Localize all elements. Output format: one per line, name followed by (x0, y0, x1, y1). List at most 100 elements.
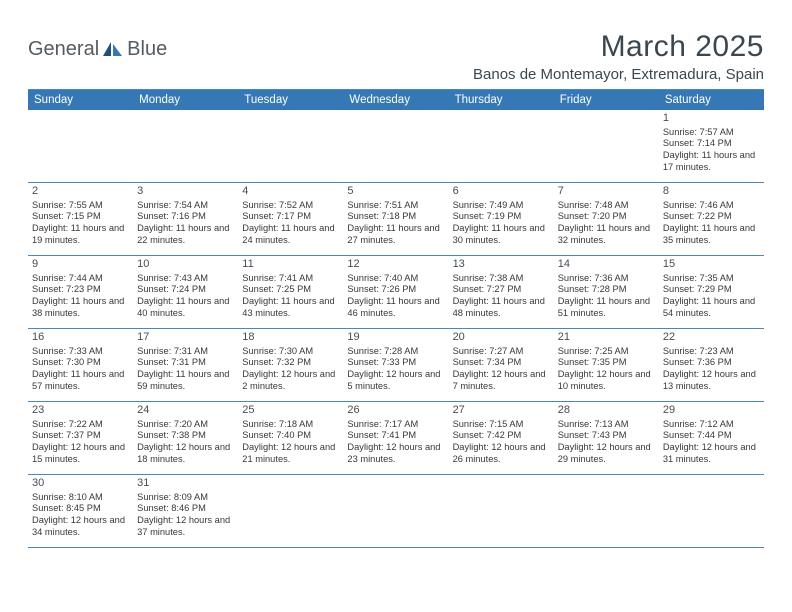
sunrise-text: Sunrise: 8:09 AM (137, 492, 234, 504)
day-number: 7 (558, 185, 655, 199)
daylight-text: Daylight: 11 hours and 59 minutes. (137, 369, 234, 392)
day-number: 27 (453, 404, 550, 418)
sunset-text: Sunset: 7:29 PM (663, 284, 760, 296)
sunset-text: Sunset: 7:20 PM (558, 211, 655, 223)
week-row: 1Sunrise: 7:57 AMSunset: 7:14 PMDaylight… (28, 110, 764, 183)
day-number: 17 (137, 331, 234, 345)
sunrise-text: Sunrise: 7:46 AM (663, 200, 760, 212)
sunset-text: Sunset: 7:42 PM (453, 430, 550, 442)
sunset-text: Sunset: 7:22 PM (663, 211, 760, 223)
daylight-text: Daylight: 12 hours and 29 minutes. (558, 442, 655, 465)
daylight-text: Daylight: 12 hours and 23 minutes. (347, 442, 444, 465)
sunset-text: Sunset: 7:38 PM (137, 430, 234, 442)
daylight-text: Daylight: 11 hours and 57 minutes. (32, 369, 129, 392)
day-number: 20 (453, 331, 550, 345)
day-cell: 14Sunrise: 7:36 AMSunset: 7:28 PMDayligh… (554, 256, 659, 328)
day-number: 6 (453, 185, 550, 199)
empty-day-cell (28, 110, 133, 182)
daylight-text: Daylight: 11 hours and 35 minutes. (663, 223, 760, 246)
daylight-text: Daylight: 11 hours and 32 minutes. (558, 223, 655, 246)
day-cell: 2Sunrise: 7:55 AMSunset: 7:15 PMDaylight… (28, 183, 133, 255)
month-title: March 2025 (473, 30, 764, 64)
sunrise-text: Sunrise: 7:18 AM (242, 419, 339, 431)
day-number: 11 (242, 258, 339, 272)
day-cell: 15Sunrise: 7:35 AMSunset: 7:29 PMDayligh… (659, 256, 764, 328)
week-row: 2Sunrise: 7:55 AMSunset: 7:15 PMDaylight… (28, 183, 764, 256)
sunrise-text: Sunrise: 7:30 AM (242, 346, 339, 358)
sunrise-text: Sunrise: 7:54 AM (137, 200, 234, 212)
daylight-text: Daylight: 12 hours and 2 minutes. (242, 369, 339, 392)
day-cell: 30Sunrise: 8:10 AMSunset: 8:45 PMDayligh… (28, 475, 133, 547)
sunrise-text: Sunrise: 7:23 AM (663, 346, 760, 358)
daylight-text: Daylight: 11 hours and 54 minutes. (663, 296, 760, 319)
sunrise-text: Sunrise: 7:55 AM (32, 200, 129, 212)
sunrise-text: Sunrise: 7:20 AM (137, 419, 234, 431)
day-cell: 10Sunrise: 7:43 AMSunset: 7:24 PMDayligh… (133, 256, 238, 328)
daylight-text: Daylight: 12 hours and 15 minutes. (32, 442, 129, 465)
day-cell: 5Sunrise: 7:51 AMSunset: 7:18 PMDaylight… (343, 183, 448, 255)
day-number: 28 (558, 404, 655, 418)
daylight-text: Daylight: 11 hours and 19 minutes. (32, 223, 129, 246)
sunrise-text: Sunrise: 7:33 AM (32, 346, 129, 358)
sunset-text: Sunset: 7:27 PM (453, 284, 550, 296)
daylight-text: Daylight: 12 hours and 21 minutes. (242, 442, 339, 465)
daylight-text: Daylight: 12 hours and 37 minutes. (137, 515, 234, 538)
sunrise-text: Sunrise: 7:36 AM (558, 273, 655, 285)
sunrise-text: Sunrise: 8:10 AM (32, 492, 129, 504)
sunset-text: Sunset: 7:40 PM (242, 430, 339, 442)
day-number: 21 (558, 331, 655, 345)
sail-icon (102, 41, 124, 59)
daylight-text: Daylight: 11 hours and 38 minutes. (32, 296, 129, 319)
sunset-text: Sunset: 7:37 PM (32, 430, 129, 442)
brand-name-part1: General (28, 38, 99, 61)
empty-day-cell (449, 110, 554, 182)
title-block: March 2025 Banos de Montemayor, Extremad… (473, 30, 764, 83)
sunset-text: Sunset: 7:36 PM (663, 357, 760, 369)
day-cell: 18Sunrise: 7:30 AMSunset: 7:32 PMDayligh… (238, 329, 343, 401)
daylight-text: Daylight: 11 hours and 40 minutes. (137, 296, 234, 319)
day-number: 8 (663, 185, 760, 199)
day-number: 10 (137, 258, 234, 272)
sunrise-text: Sunrise: 7:28 AM (347, 346, 444, 358)
week-row: 16Sunrise: 7:33 AMSunset: 7:30 PMDayligh… (28, 329, 764, 402)
sunrise-text: Sunrise: 7:25 AM (558, 346, 655, 358)
day-number: 16 (32, 331, 129, 345)
sunset-text: Sunset: 7:24 PM (137, 284, 234, 296)
day-number: 23 (32, 404, 129, 418)
day-number: 2 (32, 185, 129, 199)
empty-day-cell (343, 110, 448, 182)
day-cell: 31Sunrise: 8:09 AMSunset: 8:46 PMDayligh… (133, 475, 238, 547)
day-number: 9 (32, 258, 129, 272)
day-number: 12 (347, 258, 444, 272)
sunset-text: Sunset: 7:31 PM (137, 357, 234, 369)
day-cell: 3Sunrise: 7:54 AMSunset: 7:16 PMDaylight… (133, 183, 238, 255)
day-number: 26 (347, 404, 444, 418)
day-of-week-header-row: SundayMondayTuesdayWednesdayThursdayFrid… (28, 90, 764, 110)
day-cell: 21Sunrise: 7:25 AMSunset: 7:35 PMDayligh… (554, 329, 659, 401)
daylight-text: Daylight: 11 hours and 22 minutes. (137, 223, 234, 246)
day-cell: 16Sunrise: 7:33 AMSunset: 7:30 PMDayligh… (28, 329, 133, 401)
day-cell: 22Sunrise: 7:23 AMSunset: 7:36 PMDayligh… (659, 329, 764, 401)
dow-header-cell: Thursday (449, 90, 554, 110)
empty-day-cell (554, 475, 659, 547)
sunset-text: Sunset: 8:46 PM (137, 503, 234, 515)
sunrise-text: Sunrise: 7:43 AM (137, 273, 234, 285)
day-number: 29 (663, 404, 760, 418)
day-number: 25 (242, 404, 339, 418)
day-cell: 29Sunrise: 7:12 AMSunset: 7:44 PMDayligh… (659, 402, 764, 474)
sunrise-text: Sunrise: 7:51 AM (347, 200, 444, 212)
day-cell: 20Sunrise: 7:27 AMSunset: 7:34 PMDayligh… (449, 329, 554, 401)
day-cell: 25Sunrise: 7:18 AMSunset: 7:40 PMDayligh… (238, 402, 343, 474)
dow-header-cell: Saturday (659, 90, 764, 110)
sunset-text: Sunset: 7:17 PM (242, 211, 339, 223)
day-number: 31 (137, 477, 234, 491)
sunrise-text: Sunrise: 7:17 AM (347, 419, 444, 431)
day-number: 5 (347, 185, 444, 199)
dow-header-cell: Tuesday (238, 90, 343, 110)
location-subtitle: Banos de Montemayor, Extremadura, Spain (473, 66, 764, 83)
sunset-text: Sunset: 7:18 PM (347, 211, 444, 223)
calendar-page: General Blue March 2025 Banos de Montema… (0, 0, 792, 558)
empty-day-cell (238, 475, 343, 547)
daylight-text: Daylight: 12 hours and 34 minutes. (32, 515, 129, 538)
daylight-text: Daylight: 11 hours and 43 minutes. (242, 296, 339, 319)
